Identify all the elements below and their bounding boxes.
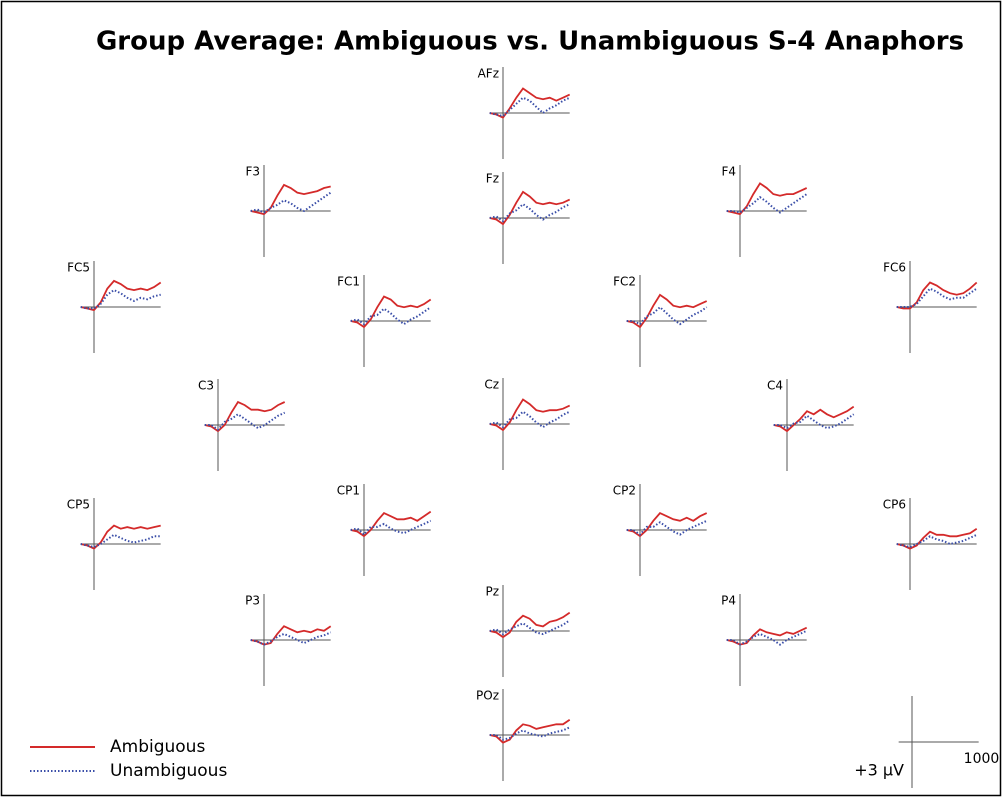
electrode-label: C3 bbox=[198, 379, 214, 393]
waveform bbox=[773, 405, 855, 433]
waveform bbox=[726, 193, 808, 214]
waveform bbox=[896, 287, 978, 308]
waveform bbox=[80, 533, 161, 549]
electrode-label: F4 bbox=[721, 165, 736, 179]
waveform bbox=[896, 281, 978, 310]
electrode-label: C4 bbox=[767, 379, 783, 393]
waveform bbox=[626, 305, 708, 326]
waveform bbox=[250, 625, 332, 646]
electrode-label: FC2 bbox=[613, 275, 636, 289]
waveform bbox=[489, 202, 571, 223]
electrode-label: Cz bbox=[484, 378, 499, 392]
waveform bbox=[489, 398, 571, 432]
electrode-label: CP2 bbox=[613, 484, 636, 498]
waveform bbox=[489, 96, 571, 118]
waveform bbox=[489, 726, 571, 741]
scale-y-label: +3 µV bbox=[854, 761, 904, 780]
electrode-label: F3 bbox=[245, 165, 260, 179]
waveform bbox=[80, 288, 161, 310]
waveform bbox=[896, 527, 978, 550]
waveform bbox=[350, 510, 432, 538]
waveform bbox=[204, 411, 286, 431]
electrode-label: FC6 bbox=[883, 261, 906, 275]
waveform bbox=[80, 524, 161, 550]
electrode-label: FC1 bbox=[337, 275, 360, 289]
waveform bbox=[626, 519, 708, 536]
waveform bbox=[626, 511, 708, 538]
electrode-label: Pz bbox=[485, 585, 499, 599]
electrode-label: CP6 bbox=[883, 498, 906, 512]
electrode-label: Fz bbox=[486, 172, 499, 186]
waveform bbox=[489, 611, 571, 639]
waveform bbox=[350, 306, 432, 326]
scale-x-label: 1000 bbox=[964, 751, 1000, 767]
legend-label: Ambiguous bbox=[110, 737, 205, 757]
electrode-label: P4 bbox=[721, 594, 736, 608]
chart-title: Group Average: Ambiguous vs. Unambiguous… bbox=[96, 27, 964, 57]
electrode-label: CP1 bbox=[337, 484, 360, 498]
waveform bbox=[250, 191, 332, 214]
electrode-label: POz bbox=[476, 689, 499, 703]
waveform bbox=[626, 293, 708, 329]
waveform bbox=[489, 410, 571, 429]
waveform bbox=[250, 183, 331, 216]
electrode-label: CP5 bbox=[67, 498, 90, 512]
legend-label: Unambiguous bbox=[110, 761, 227, 781]
waveform bbox=[80, 279, 162, 312]
waveform bbox=[489, 619, 571, 636]
waveform bbox=[204, 400, 286, 433]
electrode-label: AFz bbox=[478, 67, 499, 81]
waveform bbox=[489, 718, 571, 744]
waveform bbox=[350, 519, 432, 537]
waveform bbox=[489, 190, 571, 226]
waveform bbox=[896, 533, 978, 549]
waveform bbox=[489, 87, 571, 119]
electrode-label: P3 bbox=[245, 594, 260, 608]
electrode-label: FC5 bbox=[67, 261, 90, 275]
waveform bbox=[773, 413, 855, 430]
waveform bbox=[726, 629, 808, 646]
waveform bbox=[350, 295, 432, 329]
waveform bbox=[250, 631, 332, 646]
waveform bbox=[726, 182, 808, 216]
